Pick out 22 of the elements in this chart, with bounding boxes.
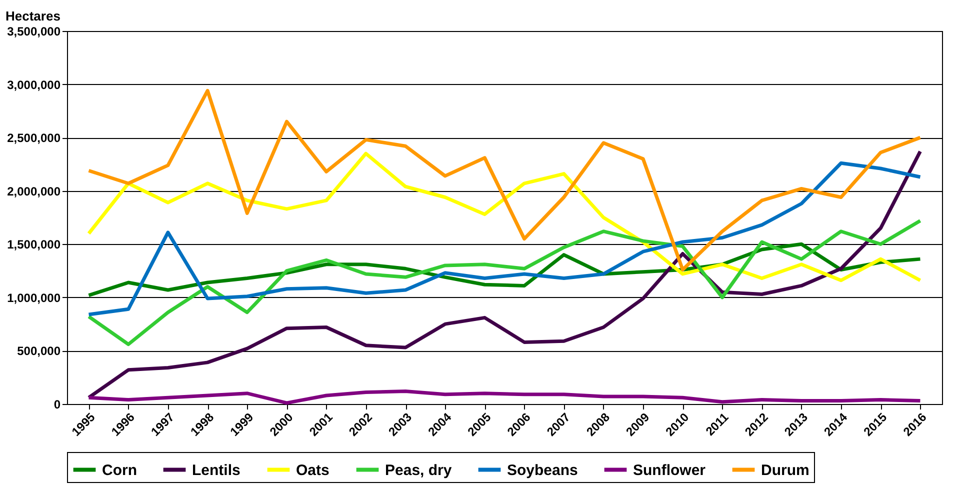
line-series <box>87 161 922 316</box>
legend-label: Peas, dry <box>385 462 452 479</box>
y-tick-label: 1,000,000 <box>7 290 61 305</box>
legend-label: Lentils <box>192 462 240 479</box>
legend-label: Sunflower <box>633 462 706 479</box>
legend-label: Oats <box>296 462 330 479</box>
y-tick-label: 1,500,000 <box>7 238 61 252</box>
legend-label: Corn <box>102 462 137 479</box>
y-tick-label: 2,500,000 <box>7 131 61 146</box>
line-series <box>87 88 922 272</box>
y-tick-label: 0 <box>54 398 61 412</box>
y-tick-label: 3,000,000 <box>7 78 61 92</box>
legend-label: Durum <box>761 462 810 479</box>
y-axis-title: Hectares <box>6 8 60 24</box>
y-tick-label: 3,500,000 <box>7 24 61 38</box>
legend-label: Soybeans <box>507 462 578 479</box>
y-tick-label: 500,000 <box>17 344 61 358</box>
y-tick-label: 2,000,000 <box>7 184 61 198</box>
line-series <box>87 218 922 346</box>
line-series <box>87 389 922 405</box>
line-series <box>87 150 922 400</box>
line-series <box>87 152 922 282</box>
